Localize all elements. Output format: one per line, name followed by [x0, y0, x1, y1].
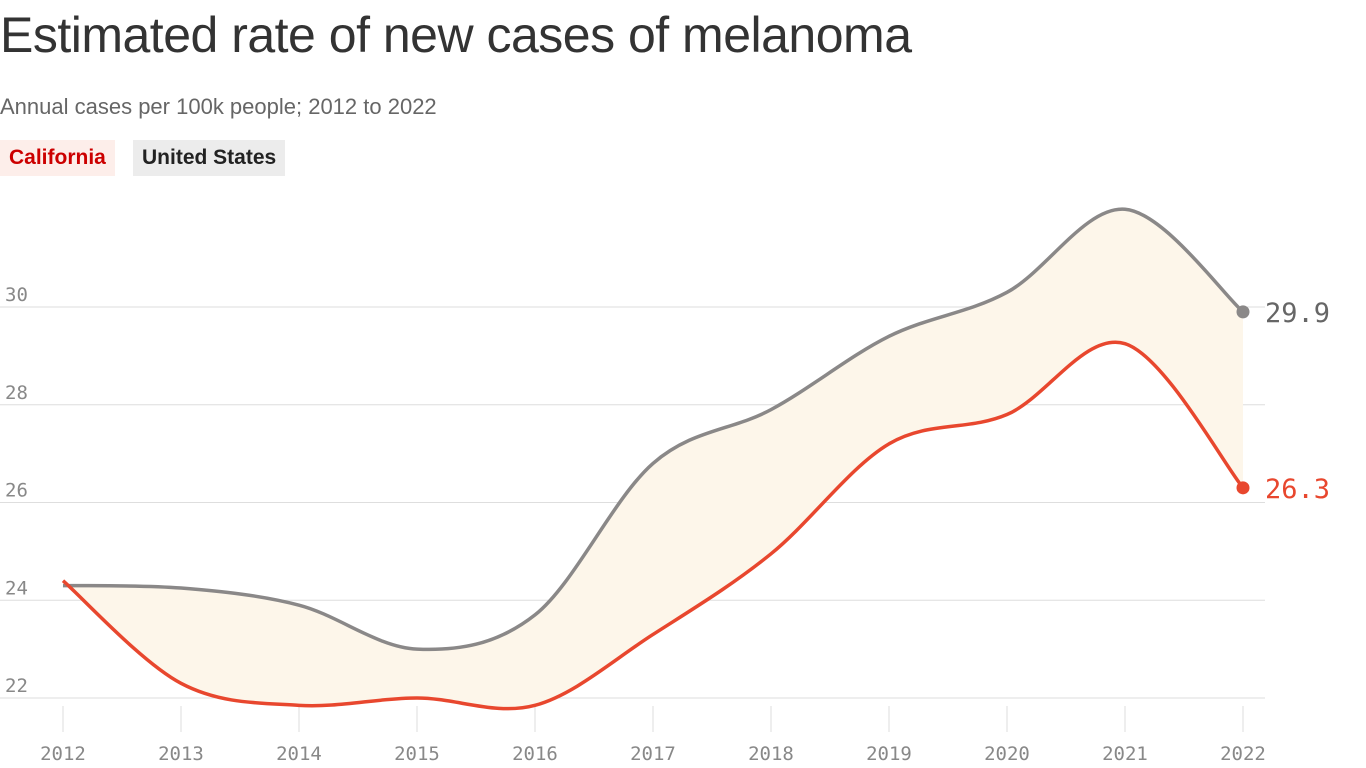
x-tick-label: 2022	[1220, 743, 1266, 765]
end-point-california	[1236, 481, 1250, 495]
y-tick-label: 24	[5, 577, 28, 599]
y-tick-label: 30	[5, 284, 28, 306]
series-line-california	[61, 340, 1245, 711]
x-tick-label: 2014	[276, 743, 322, 765]
y-tick-label: 26	[5, 480, 28, 502]
x-tick-label: 2020	[984, 743, 1030, 765]
legend-united-states: United States	[133, 140, 286, 176]
legend-california: California	[0, 140, 115, 176]
x-tick-label: 2017	[630, 743, 676, 765]
x-tick-label: 2013	[158, 743, 204, 765]
fill-between-area	[63, 209, 1243, 709]
x-tick-label: 2018	[748, 743, 794, 765]
x-tick-label: 2016	[512, 743, 558, 765]
end-point-united-states	[1236, 305, 1250, 319]
series-line-united-states	[62, 207, 1245, 652]
y-tick-label: 28	[5, 382, 28, 404]
x-tick-label: 2015	[394, 743, 440, 765]
x-tick-label: 2021	[1102, 743, 1148, 765]
chart-subtitle: Annual cases per 100k people; 2012 to 20…	[0, 94, 437, 119]
end-label-united-states: 29.9	[1265, 298, 1330, 329]
chart-title: Estimated rate of new cases of melanoma	[0, 7, 912, 63]
x-tick-label: 2012	[40, 743, 86, 765]
x-tick-label: 2019	[866, 743, 912, 765]
end-label-california: 26.3	[1265, 474, 1330, 505]
y-tick-label: 22	[5, 675, 28, 697]
